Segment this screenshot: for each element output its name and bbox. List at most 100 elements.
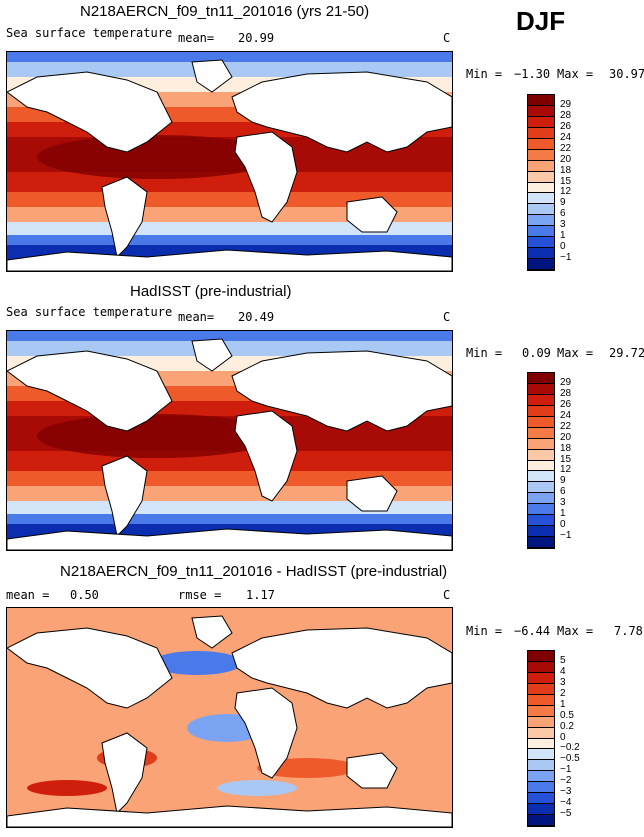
colorbar-swatch xyxy=(528,259,554,270)
panel2-mean-label: mean= xyxy=(178,310,215,324)
warm-pool xyxy=(37,414,277,458)
colorbar-tick-label: 22 xyxy=(560,142,572,154)
colorbar-swatch xyxy=(528,526,554,538)
colorbar-tick-label: 24 xyxy=(560,131,572,143)
continent xyxy=(191,338,233,372)
colorbar-tick-label: 1 xyxy=(560,698,566,710)
continent xyxy=(231,627,452,709)
colorbar-tick-label: −1 xyxy=(560,252,572,264)
colorbar-swatch xyxy=(528,449,554,461)
colorbar-tick-label: −4 xyxy=(560,797,572,809)
colorbar-swatch xyxy=(528,471,554,483)
colorbar-swatch xyxy=(528,383,554,395)
colorbar-tick-label: −3 xyxy=(560,786,572,798)
panel2-min-value: 0.09 xyxy=(522,346,551,360)
colorbar-swatch xyxy=(528,537,554,548)
colorbar-tick-label: 0 xyxy=(560,519,566,531)
colorbar-tick-label: −2 xyxy=(560,775,572,787)
colorbar-swatch xyxy=(528,373,554,384)
colorbar-swatch xyxy=(528,193,554,205)
colorbar-tick-label: 0.5 xyxy=(560,709,574,721)
continent xyxy=(234,410,298,502)
continent xyxy=(7,71,173,153)
panel1-max-value: 30.97 xyxy=(609,67,644,81)
colorbar-tick-label: 18 xyxy=(560,442,572,454)
colorbar-swatch xyxy=(528,138,554,150)
colorbar-swatch xyxy=(528,661,554,673)
colorbar-swatch xyxy=(528,651,554,662)
colorbar-swatch xyxy=(528,716,554,728)
colorbar-tick-label: −0.5 xyxy=(560,753,580,765)
diff-anomaly xyxy=(152,651,242,675)
continent xyxy=(101,455,148,538)
sst-band xyxy=(7,235,452,245)
colorbar-swatch xyxy=(528,171,554,183)
panel2-mean-value: 20.49 xyxy=(238,310,275,324)
colorbar-swatch xyxy=(528,782,554,794)
colorbar-swatch xyxy=(528,760,554,772)
panel3-mean-label: mean = xyxy=(6,588,50,602)
colorbar-tick-label: −1 xyxy=(560,764,572,776)
panel1-units: C xyxy=(443,31,451,45)
colorbar-tick-label: 29 xyxy=(560,376,572,388)
colorbar-tick-label: 1 xyxy=(560,508,566,520)
colorbar-tick-label: 0 xyxy=(560,241,566,253)
continent xyxy=(346,475,398,512)
map-svg xyxy=(7,52,452,271)
colorbar-tick-label: 20 xyxy=(560,431,572,443)
colorbar-swatch xyxy=(528,226,554,238)
panel3-max-value: 7.78 xyxy=(614,624,643,638)
colorbar-tick-label: 15 xyxy=(560,453,572,465)
colorbar-swatch xyxy=(528,705,554,717)
colorbar-swatch xyxy=(528,237,554,249)
continent xyxy=(101,176,148,259)
colorbar-swatch xyxy=(528,493,554,505)
continent xyxy=(231,71,452,153)
colorbar-swatch xyxy=(528,515,554,527)
colorbar-tick-label: 12 xyxy=(560,464,572,476)
colorbar-tick-label: 24 xyxy=(560,409,572,421)
colorbar-tick-label: 26 xyxy=(560,398,572,410)
panel3-mean-value: 0.50 xyxy=(70,588,99,602)
colorbar-tick-label: 2 xyxy=(560,687,566,699)
panel2-field-label: Sea surface temperature xyxy=(6,305,173,319)
colorbar-swatch xyxy=(528,416,554,428)
panel1-mean-label: mean= xyxy=(178,31,215,45)
colorbar-tick-label: 12 xyxy=(560,186,572,198)
continent xyxy=(7,350,173,432)
colorbar-swatch xyxy=(528,482,554,494)
colorbar-tick-label: 0 xyxy=(560,731,566,743)
panel2-units: C xyxy=(443,310,451,324)
continent xyxy=(191,615,233,649)
colorbar-swatch xyxy=(528,460,554,472)
season-label: DJF xyxy=(516,6,566,36)
warm-pool xyxy=(37,135,277,179)
continent xyxy=(101,732,148,815)
colorbar-swatch xyxy=(528,105,554,117)
colorbar-tick-label: 26 xyxy=(560,120,572,132)
colorbar-swatch xyxy=(528,394,554,406)
panel3-title: N218AERCN_f09_tn11_201016 - HadISST (pre… xyxy=(60,563,448,580)
colorbar-tick-label: 3 xyxy=(560,497,566,509)
continent xyxy=(346,196,398,233)
colorbar-swatch xyxy=(528,672,554,684)
colorbar-swatch xyxy=(528,149,554,161)
sst-band xyxy=(7,451,452,471)
colorbar-swatch xyxy=(528,405,554,417)
diff-anomaly xyxy=(217,780,297,796)
colorbar-swatch xyxy=(528,248,554,260)
continent xyxy=(7,249,452,271)
colorbar-swatch xyxy=(528,160,554,172)
panel3-map xyxy=(6,607,453,828)
colorbar-swatch xyxy=(528,771,554,783)
panel3-colorbar xyxy=(527,650,555,827)
continent xyxy=(191,59,233,93)
panel1-field-label: Sea surface temperature xyxy=(6,26,173,40)
diff-anomaly xyxy=(27,780,107,796)
colorbar-tick-label: 20 xyxy=(560,153,572,165)
panel2-min-label: Min = xyxy=(466,346,503,360)
colorbar-tick-label: 18 xyxy=(560,164,572,176)
panel2-colorbar xyxy=(527,372,555,549)
colorbar-tick-label: 5 xyxy=(560,654,566,666)
colorbar-swatch xyxy=(528,127,554,139)
